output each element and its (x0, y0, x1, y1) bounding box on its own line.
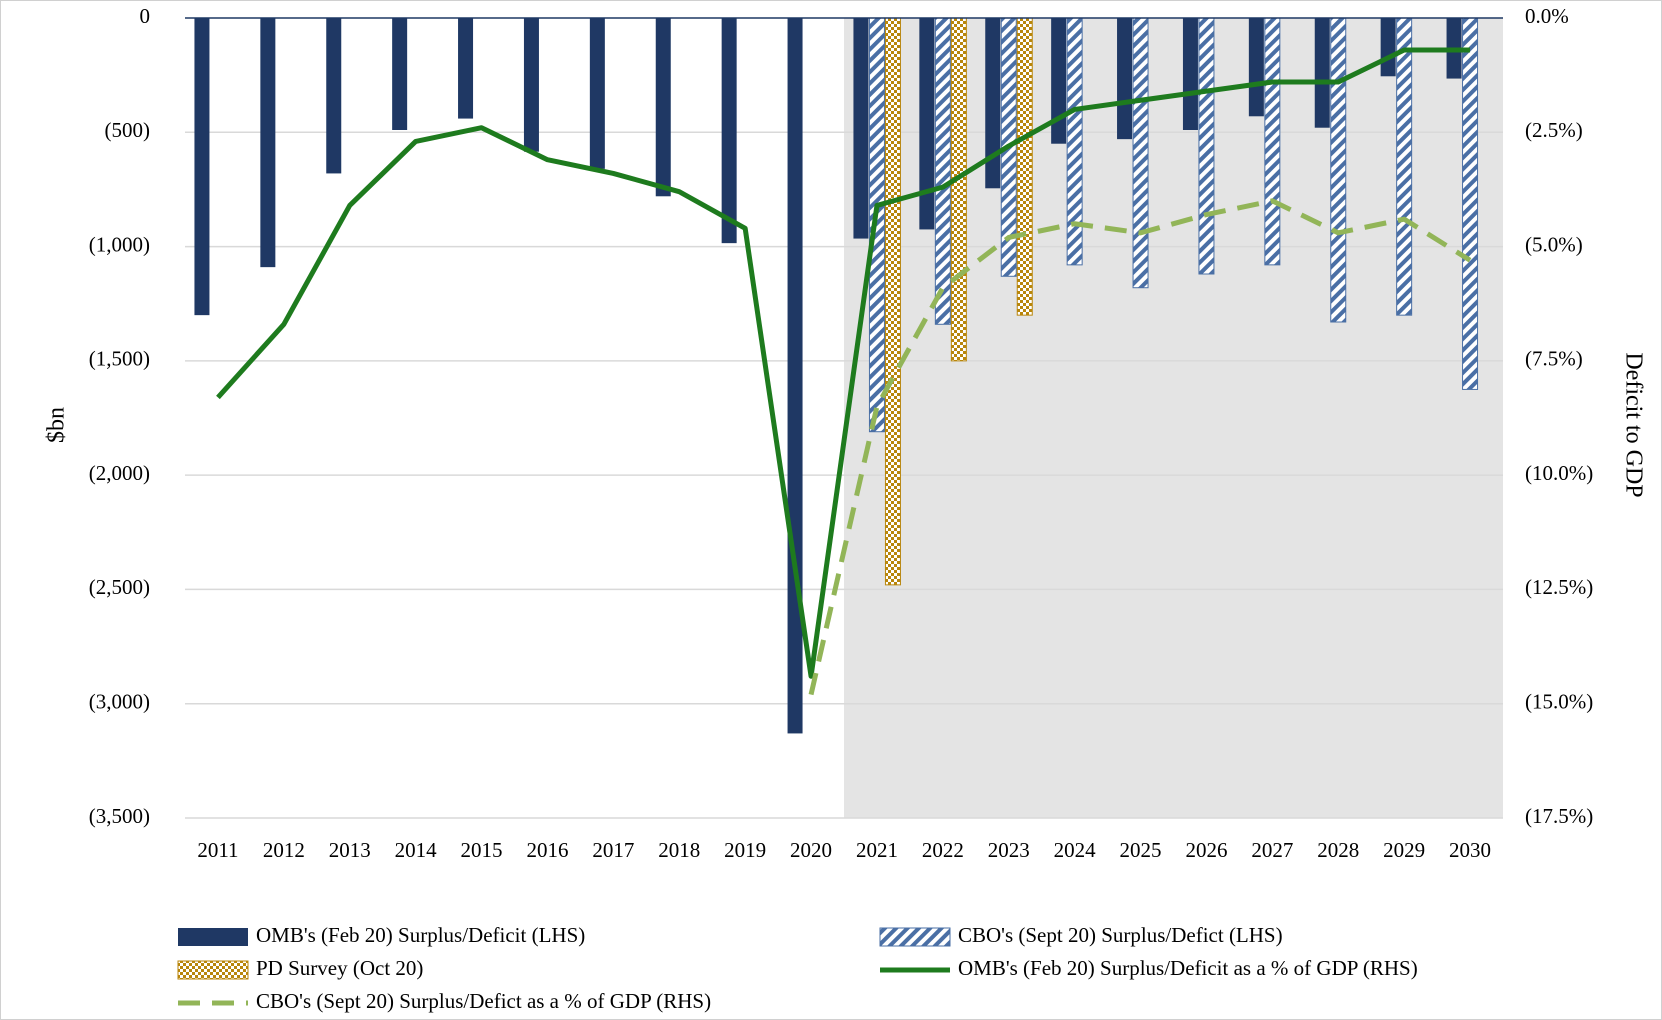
bar (1117, 18, 1133, 140)
y-tick-label: (3,000) (89, 690, 150, 714)
bar (655, 18, 671, 197)
bar (1016, 17, 1033, 316)
x-tick-label: 2015 (461, 838, 503, 862)
bar (919, 18, 935, 230)
legend-swatch (178, 928, 248, 946)
y-tick-label: (2,500) (89, 575, 150, 599)
x-tick-label: 2013 (329, 838, 371, 862)
x-tick-label: 2014 (395, 838, 438, 862)
bar (1051, 18, 1067, 144)
legend-label: CBO's (Sept 20) Surplus/Defict as a % of… (256, 989, 711, 1013)
bar (1462, 17, 1479, 390)
bar (1264, 17, 1281, 266)
bar (523, 18, 539, 152)
x-tick-label: 2030 (1449, 838, 1491, 862)
bar (721, 18, 737, 244)
bar (985, 18, 1001, 189)
line (808, 198, 1472, 696)
x-tick-label: 2029 (1383, 838, 1425, 862)
bar (589, 18, 605, 169)
x-tick-label: 2011 (197, 838, 238, 862)
legend-swatch (177, 960, 249, 980)
bar (194, 18, 210, 316)
bar (1198, 17, 1215, 275)
legend-label: PD Survey (Oct 20) (256, 956, 423, 980)
y2-tick-label: (15.0%) (1525, 690, 1593, 714)
y-tick-label: (1,500) (89, 347, 150, 371)
line (216, 47, 1471, 679)
x-tick-label: 2018 (658, 838, 700, 862)
y2-tick-label: (5.0%) (1525, 232, 1583, 256)
bar (884, 17, 901, 586)
y-tick-label: 0 (140, 4, 151, 28)
bar (868, 17, 885, 433)
bar (392, 18, 408, 130)
bar (260, 18, 276, 268)
bar (1330, 17, 1347, 323)
y2-tick-label: (17.5%) (1525, 804, 1593, 828)
bar (787, 18, 803, 734)
legend-label: OMB's (Feb 20) Surplus/Deficit as a % of… (958, 956, 1418, 980)
bar (1396, 17, 1413, 316)
y2-axis-title: Deficit to GDP (1620, 352, 1646, 497)
x-tick-label: 2024 (1054, 838, 1097, 862)
bar (326, 18, 342, 174)
x-tick-label: 2017 (592, 838, 634, 862)
y2-tick-label: (10.0%) (1525, 461, 1593, 485)
y2-tick-label: (2.5%) (1525, 118, 1583, 142)
bar (950, 17, 967, 362)
bar (1314, 18, 1330, 128)
bar (1380, 18, 1396, 77)
y2-tick-label: (12.5%) (1525, 575, 1593, 599)
x-tick-label: 2023 (988, 838, 1030, 862)
legend-label: OMB's (Feb 20) Surplus/Deficit (LHS) (256, 923, 585, 947)
x-tick-label: 2012 (263, 838, 305, 862)
x-tick-label: 2026 (1185, 838, 1227, 862)
x-tick-label: 2019 (724, 838, 766, 862)
x-tick-label: 2028 (1317, 838, 1359, 862)
bar (1248, 18, 1264, 117)
x-tick-label: 2022 (922, 838, 964, 862)
bar (458, 18, 474, 119)
y-tick-label: (500) (105, 118, 151, 142)
y2-tick-label: (7.5%) (1525, 347, 1583, 371)
bar (1182, 18, 1198, 130)
y-tick-label: (1,000) (89, 232, 150, 256)
y-tick-label: (2,000) (89, 461, 150, 485)
bar (1132, 17, 1149, 289)
bar (853, 18, 869, 239)
x-tick-label: 2021 (856, 838, 898, 862)
x-tick-label: 2025 (1120, 838, 1162, 862)
bar (934, 17, 951, 325)
y-tick-label: (3,500) (89, 804, 150, 828)
legend-label: CBO's (Sept 20) Surplus/Defict (LHS) (958, 923, 1283, 947)
x-tick-label: 2016 (526, 838, 568, 862)
x-tick-label: 2020 (790, 838, 832, 862)
x-tick-label: 2027 (1251, 838, 1293, 862)
y2-tick-label: 0.0% (1525, 4, 1569, 28)
legend-swatch (879, 927, 951, 947)
bar (1066, 17, 1083, 266)
y-axis-title: $bn (44, 407, 70, 443)
